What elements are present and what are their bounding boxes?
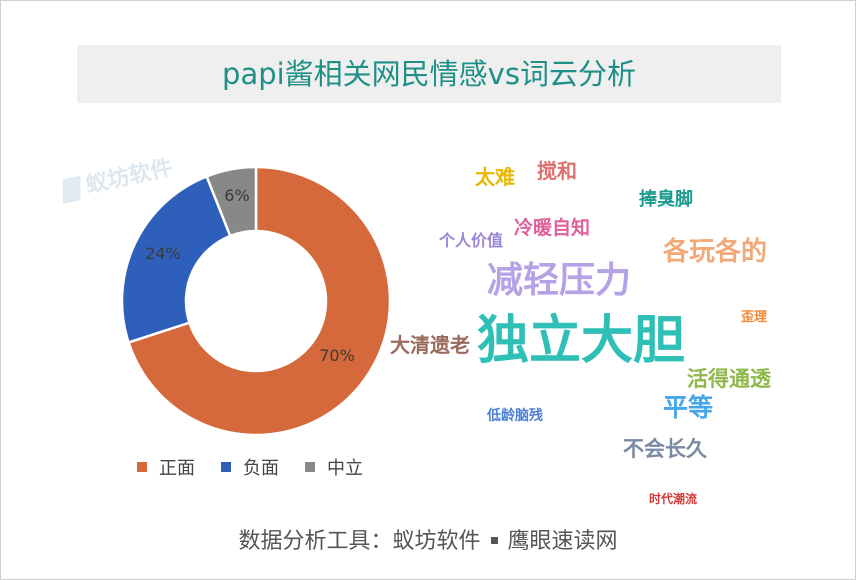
word-cloud-word-6: 各玩各的 [663, 237, 768, 267]
word-cloud-word-9: 大清遗老 [390, 333, 470, 357]
legend-label: 正面 [159, 458, 195, 479]
footer-tool1: 蚁坊软件 [392, 529, 481, 554]
word-cloud-word-13: 低龄脑残 [487, 408, 543, 424]
donut-data-label-1: 70% [319, 346, 355, 365]
word-cloud-word-10: 独立大胆 [477, 311, 686, 371]
word-cloud-word-1: 太难 [475, 165, 515, 189]
donut-slice-1 [126, 165, 392, 437]
donut-data-label-3: 6% [224, 186, 249, 205]
legend-swatch [137, 462, 147, 472]
word-cloud-word-15: 时代潮流 [649, 492, 698, 506]
footer-prefix: 数据分析工具： [238, 529, 393, 554]
donut-chart: 70% 24% 6% [120, 165, 392, 437]
footer-separator [490, 537, 498, 544]
word-cloud-word-3: 捧臭脚 [639, 189, 693, 210]
word-cloud-word-4: 冷暖自知 [514, 217, 591, 239]
word-cloud-word-8: 歪理 [741, 310, 768, 325]
footer: 数据分析工具：蚁坊软件 鹰眼速读网 [1, 523, 855, 555]
title-band: papi酱相关网民情感vs词云分析 [77, 45, 781, 103]
word-cloud-word-5: 个人价值 [439, 231, 504, 250]
legend-label: 中立 [327, 458, 363, 479]
donut-data-label-2: 24% [145, 244, 181, 263]
word-cloud-word-14: 不会长久 [623, 437, 707, 461]
legend-swatch [305, 462, 315, 472]
legend-item-3: 中立 [305, 454, 363, 480]
word-cloud-word-11: 活得通透 [687, 367, 771, 391]
donut-slice-3 [205, 165, 258, 238]
legend-item-2: 负面 [221, 454, 279, 480]
word-cloud-word-12: 平等 [663, 393, 714, 422]
chart-title: papi酱相关网民情感vs词云分析 [222, 57, 636, 91]
footer-tool2: 鹰眼速读网 [507, 529, 618, 554]
legend-swatch [221, 462, 231, 472]
chart-legend: 正面 负面 中立 [137, 454, 363, 480]
donut-slice-2 [120, 174, 232, 344]
watermark-logo-icon [62, 175, 81, 204]
legend-item-1: 正面 [137, 454, 195, 480]
word-cloud-word-2: 搅和 [537, 159, 577, 183]
legend-label: 负面 [243, 458, 279, 479]
word-cloud-word-7: 减轻压力 [487, 260, 632, 301]
